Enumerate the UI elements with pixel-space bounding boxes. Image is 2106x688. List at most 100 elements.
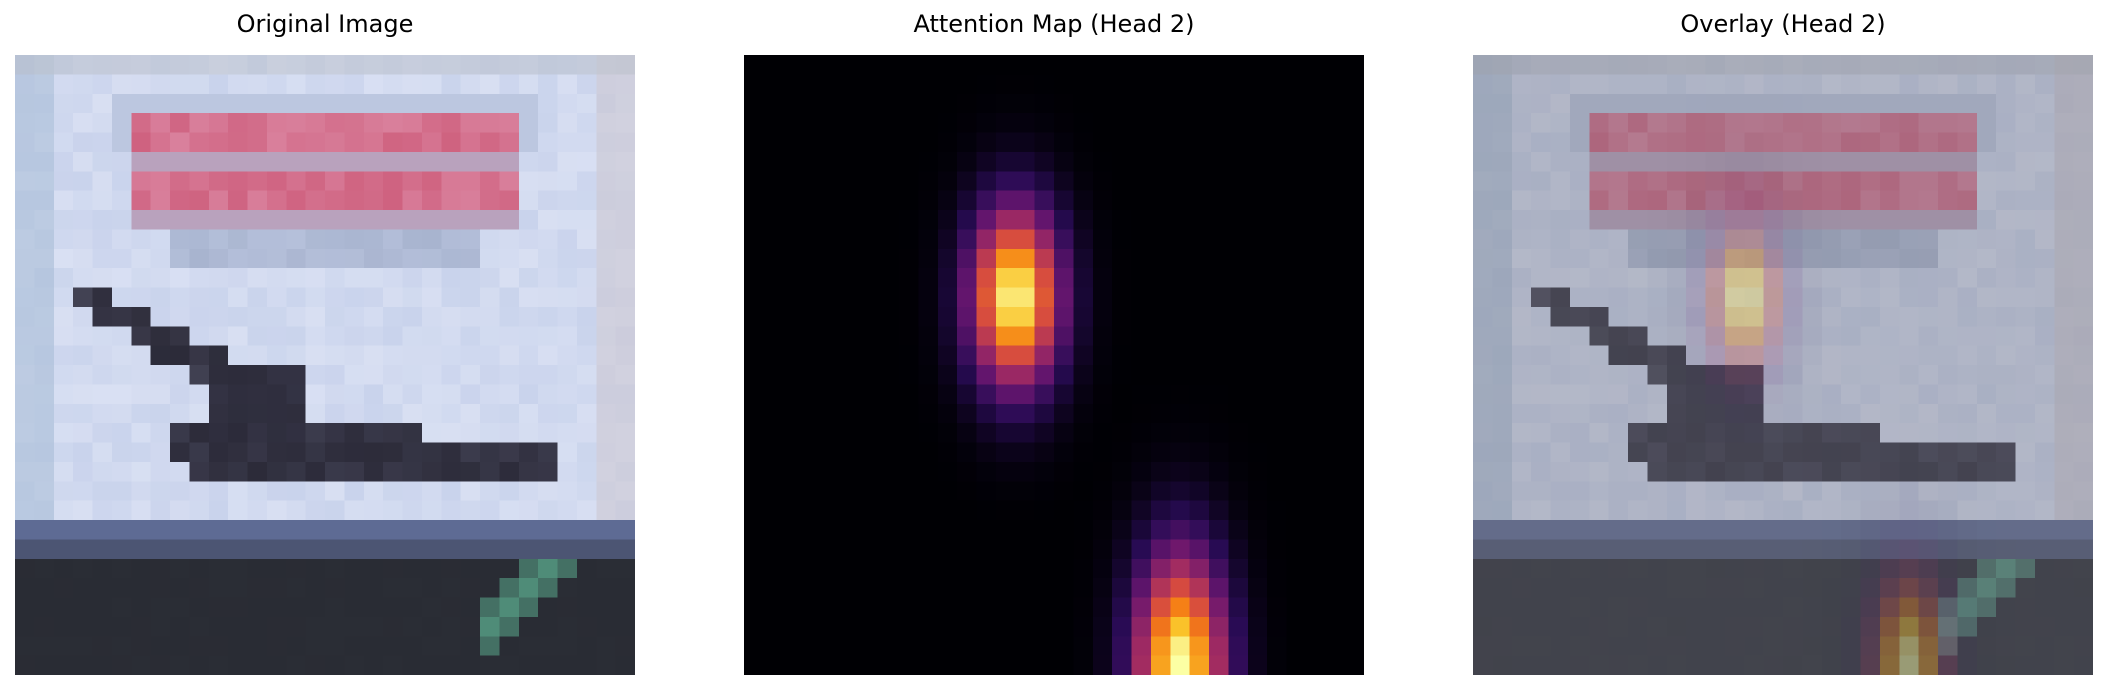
overlay-pixel xyxy=(2015,616,2036,637)
attention-map-pixel xyxy=(782,365,803,385)
original-image-pixel xyxy=(189,423,210,443)
attention-map-pixel xyxy=(802,616,822,637)
attention-map-pixel xyxy=(1034,520,1055,540)
attention-map-pixel xyxy=(782,520,803,540)
overlay-pixel xyxy=(2015,268,2036,288)
original-image-pixel xyxy=(499,306,520,327)
overlay-pixel xyxy=(1821,306,1842,327)
original-image-pixel xyxy=(518,461,539,482)
original-image-pixel xyxy=(421,461,442,482)
attention-map-pixel xyxy=(744,423,764,443)
overlay-pixel xyxy=(1918,74,1939,95)
attention-map-pixel xyxy=(802,132,822,153)
overlay-pixel xyxy=(1879,578,1900,598)
overlay-pixel xyxy=(1841,151,1861,172)
original-image-pixel xyxy=(15,655,35,675)
overlay-pixel xyxy=(1550,636,1571,657)
overlay-pixel xyxy=(2054,500,2075,521)
overlay-pixel xyxy=(2073,539,2093,560)
original-image-pixel xyxy=(53,461,74,482)
attention-map-pixel xyxy=(918,171,939,192)
original-image-pixel xyxy=(596,539,617,560)
overlay-pixel xyxy=(1879,55,1900,75)
original-image-pixel xyxy=(15,597,35,618)
overlay-pixel xyxy=(2073,229,2093,250)
overlay-pixel xyxy=(1821,365,1842,385)
attention-map-pixel xyxy=(1344,248,1364,269)
overlay-pixel xyxy=(1666,210,1687,230)
overlay-pixel xyxy=(1705,500,1726,521)
attention-map-pixel xyxy=(1092,597,1113,618)
attention-map-pixel xyxy=(744,306,764,327)
original-image-pixel xyxy=(305,403,326,424)
attention-map-pixel xyxy=(782,616,803,637)
overlay-pixel xyxy=(1783,326,1803,347)
overlay-pixel xyxy=(1492,481,1513,502)
attention-map-pixel xyxy=(860,113,881,133)
attention-map-pixel xyxy=(802,655,822,675)
attention-map-pixel xyxy=(1325,210,1346,230)
overlay-pixel xyxy=(1783,55,1803,75)
attention-map-pixel xyxy=(1150,384,1171,405)
overlay-pixel xyxy=(1879,326,1900,347)
original-image-pixel xyxy=(441,597,462,618)
attention-map-pixel xyxy=(763,74,784,95)
attention-map-pixel xyxy=(840,578,861,598)
attention-map-pixel xyxy=(763,365,784,385)
attention-map-pixel xyxy=(1112,93,1132,114)
attention-map-pixel xyxy=(821,248,842,269)
overlay-pixel xyxy=(1763,151,1784,172)
overlay-pixel xyxy=(1938,74,1958,95)
attention-map-pixel xyxy=(1112,287,1132,308)
original-image-pixel xyxy=(53,306,74,327)
attention-map-pixel xyxy=(821,578,842,598)
attention-map-pixel xyxy=(1189,345,1210,366)
attention-map-pixel xyxy=(995,287,1016,308)
overlay-pixel xyxy=(1763,384,1784,405)
overlay-pixel xyxy=(1724,306,1745,327)
overlay-pixel xyxy=(2034,365,2055,385)
original-image-pixel xyxy=(596,93,617,114)
original-image-pixel xyxy=(247,578,268,598)
original-image-pixel xyxy=(305,616,326,637)
attention-map-pixel xyxy=(1209,520,1229,540)
attention-map-pixel xyxy=(860,74,881,95)
original-image-pixel xyxy=(228,113,248,133)
original-image-pixel xyxy=(305,636,326,657)
attention-map-pixel xyxy=(1131,113,1152,133)
attention-map-pixel xyxy=(802,384,822,405)
original-image-pixel xyxy=(305,539,326,560)
overlay-pixel xyxy=(1821,268,1842,288)
original-image-pixel xyxy=(344,539,365,560)
original-image-pixel xyxy=(460,287,481,308)
attention-map-pixel xyxy=(763,442,784,463)
original-image-pixel xyxy=(189,597,210,618)
overlay-pixel xyxy=(2015,655,2036,675)
attention-map-pixel xyxy=(840,403,861,424)
original-image-pixel xyxy=(576,171,597,192)
overlay-pixel xyxy=(2073,578,2093,598)
original-image-pixel xyxy=(15,326,35,347)
original-image-pixel xyxy=(73,287,93,308)
attention-map-pixel xyxy=(1228,578,1249,598)
original-image-pixel xyxy=(383,171,403,192)
original-image-pixel xyxy=(34,345,55,366)
attention-map-pixel xyxy=(1305,365,1326,385)
original-image-pixel xyxy=(15,539,35,560)
original-image-pixel xyxy=(363,578,384,598)
attention-map-pixel xyxy=(879,365,900,385)
attention-map-pixel xyxy=(1267,210,1287,230)
original-image-pixel xyxy=(344,190,365,211)
attention-map-pixel xyxy=(1305,171,1326,192)
overlay-pixel xyxy=(1996,384,2016,405)
original-image-pixel xyxy=(518,481,539,502)
original-image-pixel xyxy=(615,210,635,230)
attention-map-pixel xyxy=(1092,229,1113,250)
overlay-pixel xyxy=(1996,306,2016,327)
original-image-pixel xyxy=(73,461,93,482)
overlay-pixel xyxy=(2054,306,2075,327)
attention-map-pixel xyxy=(763,306,784,327)
attention-map-pixel xyxy=(957,655,977,675)
overlay-pixel xyxy=(2034,113,2055,133)
attention-map-pixel xyxy=(1073,93,1094,114)
